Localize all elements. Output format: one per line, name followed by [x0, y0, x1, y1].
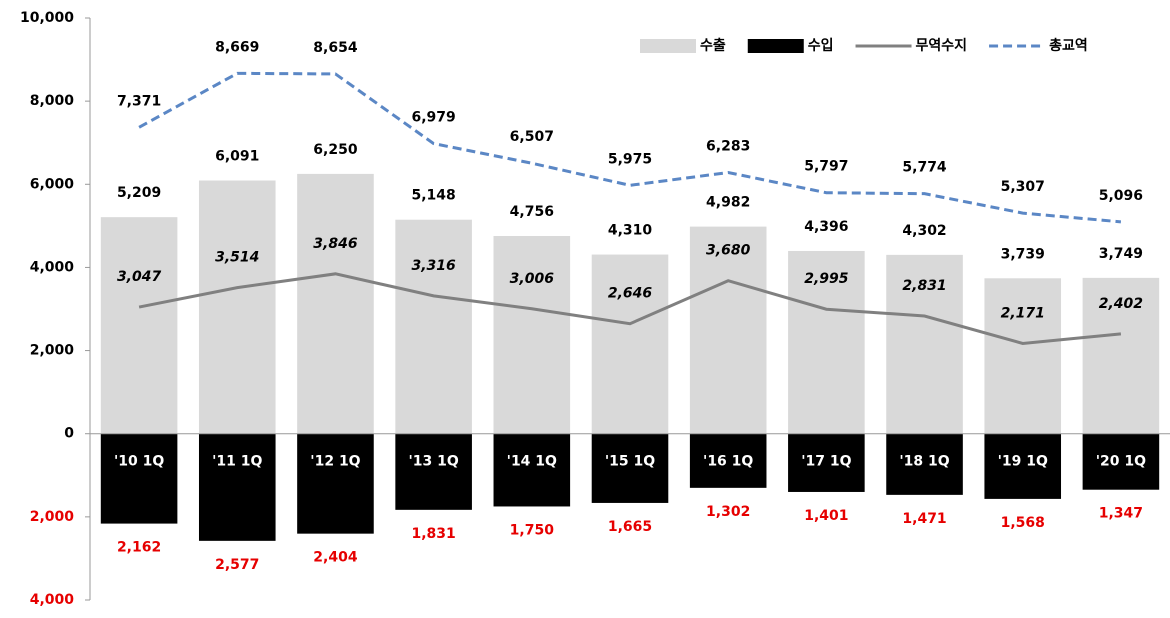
y-tick-label: 2,000: [30, 509, 75, 525]
x-tick-label: '19 1Q: [998, 454, 1048, 470]
value-label: 2,995: [804, 271, 849, 287]
x-tick-label: '11 1Q: [212, 454, 262, 470]
value-label: 4,396: [804, 219, 848, 235]
value-label: 1,665: [608, 519, 652, 535]
value-label: 3,514: [215, 250, 259, 266]
bar: [689, 226, 767, 434]
legend-swatch: [640, 39, 696, 53]
value-label: 1,750: [510, 522, 555, 538]
bar: [1082, 277, 1160, 434]
value-label: 4,310: [608, 223, 653, 239]
value-label: 5,774: [902, 160, 947, 176]
value-label: 3,316: [411, 258, 456, 274]
value-label: 2,646: [608, 286, 653, 302]
x-tick-label: '18 1Q: [899, 454, 949, 470]
y-tick-label: 4,000: [30, 592, 75, 608]
value-label: 5,975: [608, 151, 652, 167]
value-label: 1,401: [804, 508, 848, 524]
bar: [886, 433, 963, 495]
bar: [591, 433, 669, 503]
bar: [297, 173, 374, 434]
value-label: 8,654: [313, 40, 358, 56]
bar: [297, 433, 374, 534]
x-tick-label: '10 1Q: [114, 454, 164, 470]
line: [138, 272, 1122, 345]
value-label: 5,148: [411, 188, 455, 204]
value-label: 2,171: [1001, 305, 1045, 321]
legend-label: 총교역: [1049, 37, 1088, 54]
value-label: 2,577: [215, 557, 259, 573]
x-tick-label: '15 1Q: [605, 454, 655, 470]
value-label: 8,669: [215, 39, 259, 55]
value-label: 3,680: [706, 243, 751, 259]
legend-label: 수입: [808, 38, 834, 54]
y-tick-label: 2,000: [30, 343, 75, 359]
value-label: 3,006: [510, 271, 555, 287]
value-label: 2,402: [1099, 296, 1143, 312]
bar: [493, 433, 571, 507]
x-tick-label: '17 1Q: [801, 454, 851, 470]
bar: [493, 236, 571, 434]
value-label: 5,797: [804, 159, 848, 175]
legend-label: 수출: [700, 37, 726, 54]
bar: [395, 219, 472, 434]
y-tick-label: 4,000: [30, 259, 75, 275]
value-label: 5,307: [1001, 179, 1045, 195]
value-label: 6,283: [706, 139, 750, 155]
bar: [788, 433, 865, 492]
value-label: 1,347: [1099, 506, 1143, 522]
value-label: 6,091: [215, 149, 259, 165]
value-label: 4,302: [902, 223, 946, 239]
value-label: 6,979: [411, 110, 455, 126]
value-label: 3,749: [1099, 246, 1143, 262]
y-tick-label: 0: [64, 426, 74, 442]
value-label: 1,831: [411, 526, 455, 542]
legend-swatch: [747, 39, 804, 53]
y-tick-label: 10,000: [20, 10, 74, 26]
bar: [984, 278, 1062, 434]
bar: [1082, 433, 1160, 490]
x-tick-label: '14 1Q: [507, 454, 557, 470]
value-label: 2,831: [902, 278, 946, 294]
line: [138, 71, 1122, 224]
value-label: 5,209: [117, 185, 161, 201]
value-label: 3,739: [1001, 246, 1045, 262]
y-tick-label: 6,000: [30, 176, 75, 192]
value-label: 1,568: [1001, 515, 1045, 531]
bar: [984, 433, 1062, 499]
bar: [198, 433, 276, 541]
bar: [689, 433, 767, 488]
value-label: 1,302: [706, 504, 750, 520]
x-tick-label: '13 1Q: [408, 454, 458, 470]
value-label: 3,047: [117, 269, 162, 285]
y-tick-label: 8,000: [30, 93, 75, 109]
value-label: 3,846: [313, 236, 358, 252]
x-tick-label: '16 1Q: [703, 454, 753, 470]
value-label: 6,250: [313, 142, 358, 158]
value-label: 4,982: [706, 195, 750, 211]
legend-label: 무역수지: [916, 37, 968, 54]
x-tick-label: '12 1Q: [310, 454, 360, 470]
value-label: 6,507: [510, 129, 554, 145]
value-label: 2,162: [117, 540, 161, 556]
bar: [198, 180, 276, 434]
value-label: 1,471: [902, 511, 946, 527]
value-label: 4,756: [510, 204, 554, 220]
x-tick-label: '20 1Q: [1096, 454, 1146, 470]
bar: [788, 250, 865, 434]
value-label: 2,404: [313, 550, 358, 566]
bar: [395, 433, 472, 510]
bar: [100, 217, 178, 434]
value-label: 7,371: [117, 93, 161, 109]
bar: [886, 254, 963, 434]
value-label: 5,096: [1099, 188, 1143, 204]
bar: [100, 433, 178, 524]
bar: [591, 254, 669, 434]
